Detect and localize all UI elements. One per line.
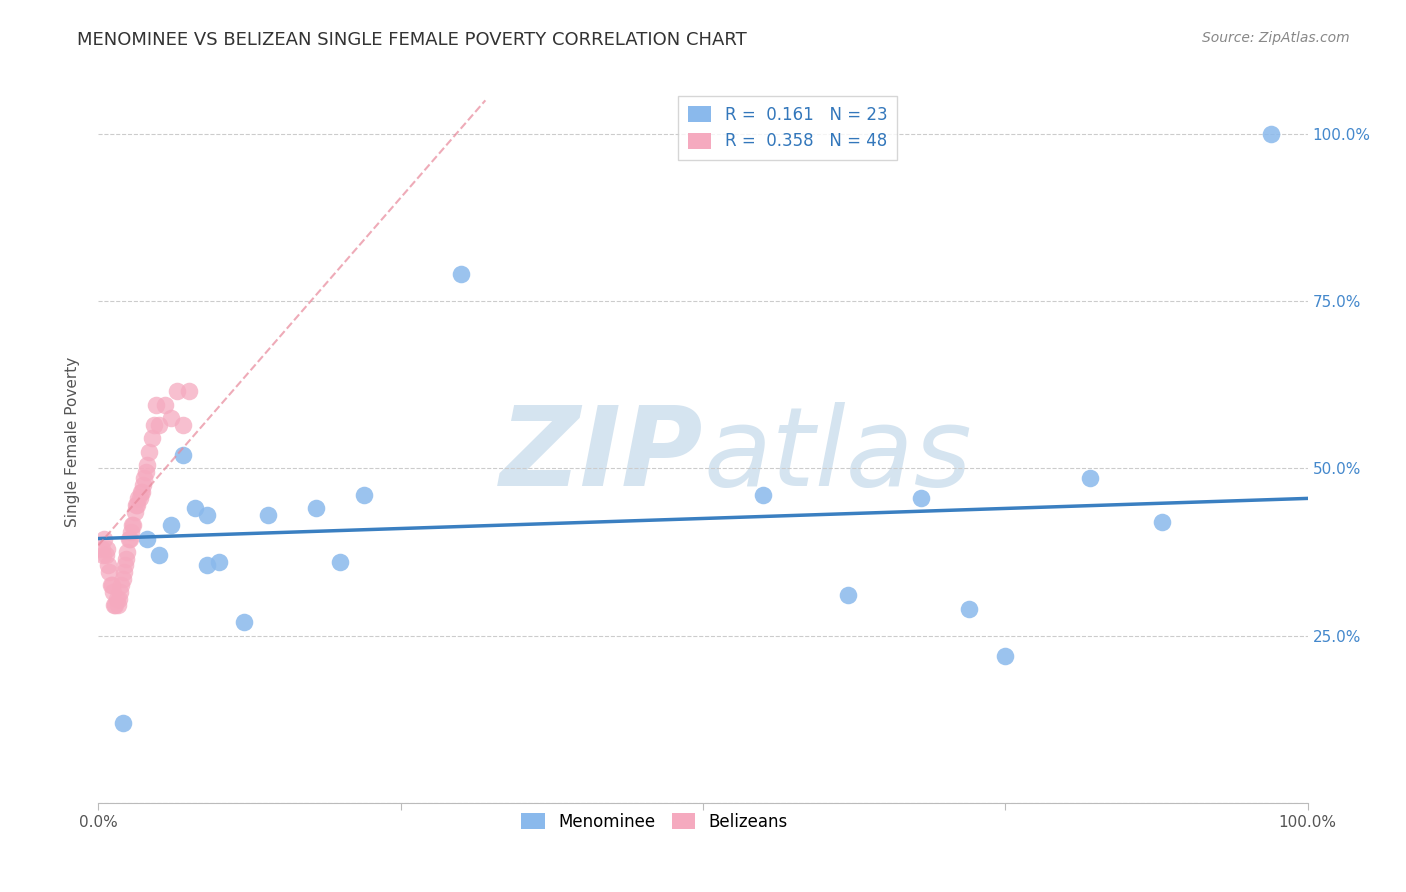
Point [122,518,145,533]
Point [91,548,114,563]
Point [172,448,194,462]
Point [353,488,375,502]
Point [135,465,157,479]
Point [121,518,143,533]
Point [101,585,124,599]
Point [172,417,194,432]
Point [111,572,134,586]
Point [100,578,122,592]
Text: MENOMINEE VS BELIZEAN SINGLE FEMALE POVERTY CORRELATION CHART: MENOMINEE VS BELIZEAN SINGLE FEMALE POVE… [77,31,747,49]
Text: atlas: atlas [703,402,972,509]
Point [120,524,142,539]
Point [96,541,118,556]
Point [141,431,163,445]
Point [115,551,138,566]
Point [100,578,122,592]
Legend: Menominee, Belizeans: Menominee, Belizeans [515,806,794,838]
Point [752,488,775,502]
Point [124,505,146,519]
Point [195,558,218,573]
Point [195,508,218,523]
Point [910,491,932,506]
Text: ZIP: ZIP [499,402,703,509]
Point [131,484,153,499]
Point [118,532,141,546]
Point [114,558,136,573]
Point [166,384,188,399]
Point [957,602,980,616]
Point [148,417,170,432]
Point [127,491,149,506]
Y-axis label: Single Female Poverty: Single Female Poverty [65,357,80,526]
Point [143,417,166,432]
Point [112,565,135,579]
Point [98,565,121,579]
Point [837,589,859,603]
Point [160,518,183,533]
Point [97,558,120,573]
Point [125,498,148,512]
Point [118,532,141,546]
Point [208,555,231,569]
Text: Source: ZipAtlas.com: Source: ZipAtlas.com [1202,31,1350,45]
Point [450,268,472,282]
Point [127,498,149,512]
Point [145,398,167,412]
Point [107,599,129,613]
Point [256,508,278,523]
Point [110,578,132,592]
Point [994,648,1017,663]
Point [134,471,156,485]
Point [1260,127,1282,141]
Point [305,501,328,516]
Point [184,501,207,516]
Point [329,555,352,569]
Point [108,591,131,606]
Point [94,548,117,563]
Point [103,599,125,613]
Point [117,545,139,559]
Point [138,444,160,458]
Point [93,532,115,546]
Point [111,715,134,730]
Point [1152,515,1174,529]
Point [132,478,155,492]
Point [160,411,183,425]
Point [135,458,157,472]
Point [105,591,128,606]
Point [135,532,157,546]
Point [129,484,152,499]
Point [91,541,114,556]
Point [148,548,170,563]
Point [108,585,131,599]
Point [1078,471,1101,485]
Point [179,384,201,399]
Point [128,491,150,506]
Point [232,615,254,630]
Point [104,599,127,613]
Point [153,398,176,412]
